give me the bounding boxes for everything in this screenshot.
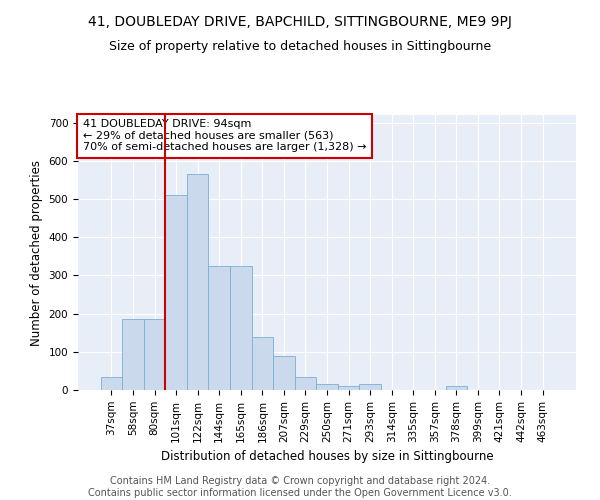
Text: Contains HM Land Registry data © Crown copyright and database right 2024.
Contai: Contains HM Land Registry data © Crown c… — [88, 476, 512, 498]
Bar — [166, 195, 187, 390]
Bar — [316, 384, 338, 390]
Text: Size of property relative to detached houses in Sittingbourne: Size of property relative to detached ho… — [109, 40, 491, 53]
Bar — [446, 386, 467, 390]
Bar — [295, 376, 316, 390]
Bar — [122, 320, 144, 390]
Bar — [230, 266, 251, 390]
Bar — [338, 386, 359, 390]
Bar — [273, 356, 295, 390]
Bar — [359, 384, 381, 390]
X-axis label: Distribution of detached houses by size in Sittingbourne: Distribution of detached houses by size … — [161, 450, 493, 463]
Text: 41, DOUBLEDAY DRIVE, BAPCHILD, SITTINGBOURNE, ME9 9PJ: 41, DOUBLEDAY DRIVE, BAPCHILD, SITTINGBO… — [88, 15, 512, 29]
Bar — [187, 174, 208, 390]
Bar — [251, 336, 273, 390]
Bar — [144, 320, 166, 390]
Y-axis label: Number of detached properties: Number of detached properties — [30, 160, 43, 346]
Text: 41 DOUBLEDAY DRIVE: 94sqm
← 29% of detached houses are smaller (563)
70% of semi: 41 DOUBLEDAY DRIVE: 94sqm ← 29% of detac… — [83, 119, 367, 152]
Bar — [208, 266, 230, 390]
Bar — [101, 376, 122, 390]
